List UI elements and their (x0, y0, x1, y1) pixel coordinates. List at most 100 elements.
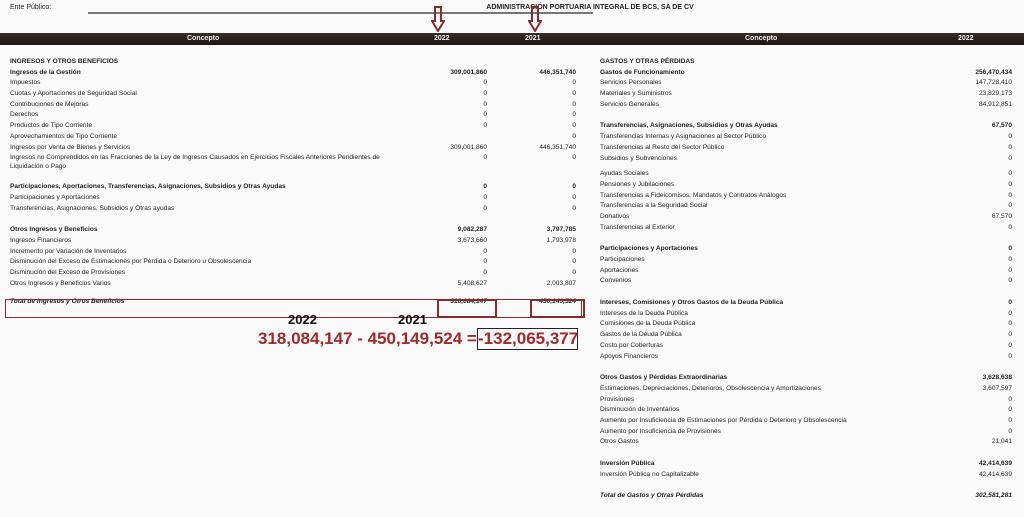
value-2022: 302,581,281 (975, 492, 1012, 500)
table-row: Disminución de Inventarios 0 (600, 405, 1012, 416)
row-label: Cuotas y Aportaciones de Seguridad Socia… (10, 90, 137, 98)
value-2021: 0 (572, 269, 576, 276)
right-column-2022: 2022 (958, 35, 974, 42)
table-row: Comisiones de la Deuda Pública 0 (600, 319, 1012, 330)
value-2022: 0 (483, 269, 487, 276)
row-label: Intereses, Comisiones y Otros Gastos de … (600, 299, 784, 307)
value-2022: 0 (1008, 341, 1012, 349)
value-2022: 0 (1008, 427, 1012, 435)
row-label: Intereses de la Deuda Pública (600, 309, 688, 317)
value-2022: 0 (1008, 309, 1012, 317)
value-2021: 0 (572, 183, 576, 191)
value-2021: 3,797,785 (546, 226, 576, 234)
value-2022: 0 (1008, 331, 1012, 339)
table-row: Servicios Personales 147,728,410 (600, 78, 1012, 89)
row-label: Transferencias, Asignaciones, Subsidios … (600, 122, 778, 130)
table-row: Donativos 67,570 (600, 212, 1012, 223)
value-2021: 0 (572, 193, 576, 201)
value-2022: 3,607,597 (982, 384, 1012, 392)
table-row: Ingresos Financieros 3,673,660 1,793,978 (10, 236, 580, 247)
value-2022: 0 (1008, 202, 1012, 210)
value-2022: 0 (1008, 299, 1012, 307)
value-2022: 0 (483, 258, 487, 266)
value-2021: 0 (572, 247, 576, 255)
section-gap (600, 287, 1012, 298)
right-column-concepto: Concepto (745, 35, 778, 42)
value-2022: 309,001,860 (450, 68, 487, 76)
value-2022: 0 (1008, 277, 1012, 285)
row-label: Donativos (600, 212, 630, 220)
section-gap (10, 289, 580, 297)
row-label: Derechos (10, 111, 39, 119)
value-2021: 0 (572, 154, 576, 162)
section-gap (600, 448, 1012, 459)
table-row: Gastos de la Deuda Pública 0 (600, 330, 1012, 341)
value-2022: 0 (483, 204, 487, 212)
row-label: Ingresos no Comprendidos en las Fraccion… (10, 154, 380, 171)
value-2022: 0 (1008, 352, 1012, 360)
annotation-year-2021: 2021 (398, 312, 427, 327)
value-2022: 0 (1008, 170, 1012, 178)
row-label: Transferencias a Fideicomisos, Mandatos … (600, 191, 787, 199)
row-label: Gastos de Funcionamiento (600, 68, 685, 76)
value-2021: 0 (572, 204, 576, 212)
table-row: Incremento por Variación de Inventarios 0… (10, 247, 580, 258)
table-row: Participaciones, Aportaciones, Transfere… (10, 182, 580, 193)
section-gap (10, 171, 580, 182)
row-label: GASTOS Y OTRAS PÉRDIDAS (600, 58, 695, 65)
row-label: Aprovechamientos de Tipo Corriente (10, 132, 118, 140)
table-row: Transferencias Internas y Asignaciones a… (600, 132, 1012, 143)
value-2022: 84,912,851 (978, 100, 1012, 108)
row-label: Transferencias al Resto del Sector Públi… (600, 143, 725, 151)
table-row: Total de Gastos y Otras Pérdidas 302,581,… (600, 491, 1012, 502)
section-gap (600, 110, 1012, 121)
row-label: Otros Ingresos y Beneficios (10, 226, 98, 234)
table-row: Transferencias, Asignaciones, Subsidios … (600, 121, 1012, 132)
row-label: Impuestos (10, 79, 41, 87)
annotation-year-2022: 2022 (288, 312, 317, 327)
row-label: Participaciones y Aportaciones (600, 245, 698, 253)
value-2022: 3,673,660 (457, 236, 487, 244)
value-2022: 3,628,638 (982, 374, 1012, 382)
row-label: Participaciones y Aportaciones (10, 193, 100, 201)
row-label: Aportaciones (600, 266, 639, 274)
row-label: Otros Gastos y Pérdidas Extraordinarias (600, 374, 728, 382)
row-label: Transferencias a la Seguridad Social (600, 202, 708, 210)
row-label: Disminución de Inventarios (600, 406, 680, 414)
row-label: Transferencias al Exterior (600, 223, 675, 231)
row-label: Aumento por Insuficiencia de Provisiones (600, 427, 721, 435)
row-label: Ayudas Sociales (600, 170, 649, 178)
table-row: Otros Ingresos y Beneficios 9,082,287 3,79… (10, 225, 580, 236)
table-row: Impuestos 0 0 (10, 78, 580, 89)
row-label: Ingresos por Venta de Bienes y Servicios (10, 143, 131, 151)
header-divider (88, 12, 593, 14)
table-row: Transferencias al Resto del Sector Públi… (600, 143, 1012, 154)
table-row: Ingresos no Comprendidos en las Fraccion… (10, 153, 580, 171)
row-label: Convenios (600, 277, 632, 285)
table-row: Aumento por Insuficiencia de Estimacione… (600, 416, 1012, 427)
table-row: Materiales y Suministros 23,829,173 (600, 89, 1012, 100)
row-label: Otros Ingresos y Beneficios Varios (10, 279, 111, 287)
table-row: Otros Gastos y Pérdidas Extraordinarias 3… (600, 373, 1012, 384)
section-gap (600, 362, 1012, 373)
table-row: Ingresos por Venta de Bienes y Servicios… (10, 143, 580, 154)
table-row: Aumento por Insuficiencia de Provisiones… (600, 427, 1012, 438)
value-2021: 1,793,978 (546, 236, 576, 244)
value-2021: 0 (572, 100, 576, 108)
row-label: Gastos de la Deuda Pública (600, 331, 682, 339)
row-label: Servicios Generales (600, 100, 660, 108)
table-row: Ayudas Sociales 0 (600, 169, 1012, 180)
table-row: Pensiones y Jubilaciones 0 (600, 180, 1012, 191)
total-2021-highlight (530, 299, 585, 318)
gastos-table: GASTOS Y OTRAS PÉRDIDAS Gastos de Funcion… (600, 57, 1012, 502)
table-row: Participaciones y Aportaciones 0 (600, 244, 1012, 255)
table-row: Otros Ingresos y Beneficios Varios 5,408,… (10, 279, 580, 290)
row-label: Disminución del Exceso de Estimaciones p… (10, 258, 252, 266)
row-label: Apoyos Financieros (600, 352, 658, 360)
table-row: Aprovechamientos de Tipo Corriente 0 (10, 132, 580, 143)
annotation-result: -132,065,377 (477, 328, 579, 350)
section-gap (10, 214, 580, 225)
row-label: Provisiones (600, 395, 635, 403)
value-2022: 0 (1008, 395, 1012, 403)
table-row: Convenios 0 (600, 276, 1012, 287)
